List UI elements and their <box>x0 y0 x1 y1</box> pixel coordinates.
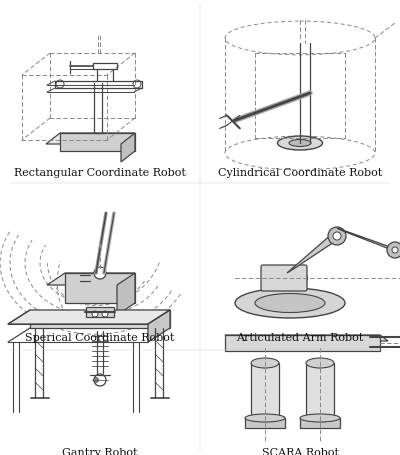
FancyBboxPatch shape <box>261 265 307 291</box>
Circle shape <box>56 80 64 88</box>
Polygon shape <box>337 228 400 253</box>
Circle shape <box>392 247 398 253</box>
Bar <box>251 363 279 418</box>
Circle shape <box>94 267 106 279</box>
Circle shape <box>102 311 108 317</box>
Circle shape <box>92 311 98 317</box>
Ellipse shape <box>235 288 345 318</box>
Text: SCARA Robot: SCARA Robot <box>262 448 338 455</box>
Ellipse shape <box>289 140 311 147</box>
Polygon shape <box>225 335 388 341</box>
Text: Sperical Coordinate Robot: Sperical Coordinate Robot <box>25 333 175 343</box>
Polygon shape <box>148 310 170 342</box>
Ellipse shape <box>262 267 308 289</box>
Circle shape <box>133 80 141 88</box>
Ellipse shape <box>278 136 322 150</box>
Ellipse shape <box>255 293 325 313</box>
Polygon shape <box>225 335 380 351</box>
Polygon shape <box>287 233 340 273</box>
Text: Gantry Robot: Gantry Robot <box>62 448 138 455</box>
Polygon shape <box>121 133 135 162</box>
Polygon shape <box>30 310 170 328</box>
Polygon shape <box>117 273 135 315</box>
Text: Cylindrical Coordinate Robot: Cylindrical Coordinate Robot <box>218 168 382 178</box>
Text: Articulated Arm Robot: Articulated Arm Robot <box>236 333 364 343</box>
Ellipse shape <box>300 414 340 422</box>
Bar <box>306 363 334 418</box>
Bar <box>86 307 114 317</box>
Circle shape <box>387 242 400 258</box>
Circle shape <box>333 232 341 240</box>
Ellipse shape <box>306 358 334 368</box>
Circle shape <box>328 227 346 245</box>
Ellipse shape <box>245 414 285 422</box>
Polygon shape <box>47 273 135 285</box>
Circle shape <box>94 378 98 383</box>
Polygon shape <box>8 310 170 324</box>
Ellipse shape <box>251 358 279 368</box>
Polygon shape <box>65 273 135 303</box>
Bar <box>245 418 285 428</box>
Text: Rectangular Coordinate Robot: Rectangular Coordinate Robot <box>14 168 186 178</box>
Bar <box>300 418 340 428</box>
Circle shape <box>94 374 106 386</box>
Polygon shape <box>46 133 135 144</box>
Polygon shape <box>60 133 135 151</box>
